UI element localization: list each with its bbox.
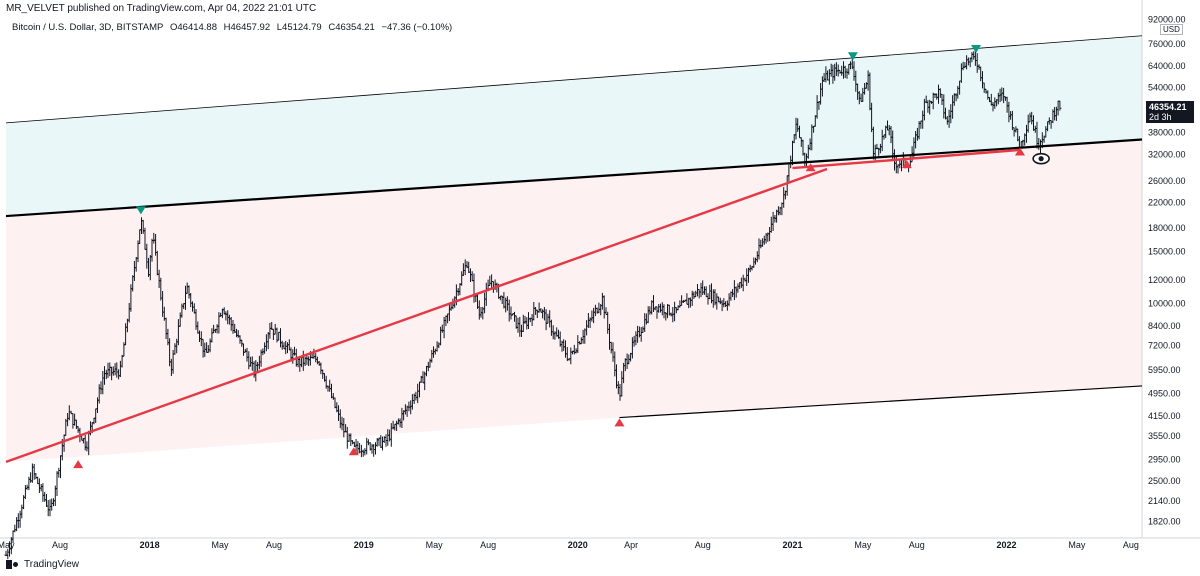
y-tick-label: 76000.00 (1148, 39, 1186, 49)
ohlc-bar (6, 548, 10, 560)
x-tick-label: May (0, 540, 15, 550)
y-tick-label: 10000.00 (1148, 298, 1186, 308)
y-tick-label: 5950.00 (1148, 365, 1181, 375)
publisher-credit: MR_VELVET published on TradingView.com, … (6, 3, 317, 14)
trend-line (5, 167, 828, 464)
tradingview-brand: TradingView (24, 559, 80, 570)
x-tick-label: Aug (1123, 540, 1139, 550)
lower-channel-band (6, 139, 1142, 462)
x-tick-label: May (1068, 540, 1086, 550)
legend-close: C46354.21 (328, 22, 375, 33)
x-tick-label: 2020 (568, 540, 588, 550)
y-tick-label: 64000.00 (1148, 61, 1186, 71)
y-tick-label: 32000.00 (1148, 150, 1186, 160)
trend-line (792, 148, 1021, 170)
y-tick-label: 4950.00 (1148, 388, 1181, 398)
x-tick-label: Aug (266, 540, 282, 550)
last-price-value: 46354.21 (1149, 102, 1187, 112)
trend-line (5, 138, 1143, 218)
y-tick-label: 26000.00 (1148, 176, 1186, 186)
tradingview-logo[interactable]: TradingView (6, 559, 79, 570)
currency-label: USD (1160, 24, 1183, 35)
x-tick-label: 2022 (997, 540, 1017, 550)
up-arrow-marker (73, 460, 84, 469)
x-tick-label: Aug (480, 540, 496, 550)
trend-line (5, 35, 1143, 124)
up-arrow-marker (1015, 147, 1026, 156)
legend-change: −47.36 (−0.10%) (381, 22, 453, 33)
up-arrow-marker (614, 418, 625, 427)
y-tick-label: 18000.00 (1148, 223, 1186, 233)
bar-countdown: 2d 3h (1149, 112, 1172, 122)
down-arrow-marker (971, 45, 982, 54)
y-tick-label: 92000.00 (1148, 14, 1186, 24)
x-tick-label: 2018 (140, 540, 160, 550)
up-arrow-marker (348, 447, 359, 456)
y-tick-label: 3550.00 (1148, 431, 1181, 441)
legend-open: O46414.88 (169, 22, 217, 33)
y-tick-label: 1820.00 (1148, 517, 1181, 527)
trend-line (619, 385, 1143, 419)
x-tick-label: May (426, 540, 444, 550)
x-tick-label: May (212, 540, 230, 550)
y-tick-label: 2500.00 (1148, 476, 1181, 486)
down-arrow-marker (135, 206, 146, 215)
x-tick-label: May (854, 540, 872, 550)
x-tick-label: Aug (909, 540, 925, 550)
y-tick-label: 38000.00 (1148, 128, 1186, 138)
chart-legend: Bitcoin / U.S. Dollar, 3D, BITSTAMP O464… (12, 22, 456, 33)
down-arrow-marker (847, 52, 858, 61)
upper-channel-band (6, 35, 1142, 217)
legend-low: L45124.79 (276, 22, 322, 33)
legend-symbol: Bitcoin / U.S. Dollar, 3D, BITSTAMP (12, 22, 164, 33)
up-arrow-marker (901, 160, 912, 169)
y-tick-label: 4150.00 (1148, 411, 1181, 421)
y-tick-label: 15000.00 (1148, 247, 1186, 257)
y-tick-label: 22000.00 (1148, 198, 1186, 208)
legend-high: H46457.92 (223, 22, 271, 33)
y-tick-label: 8400.00 (1148, 321, 1181, 331)
y-tick-label: 2950.00 (1148, 455, 1181, 465)
y-tick-label: 54000.00 (1148, 83, 1186, 93)
x-tick-label: Aug (52, 540, 68, 550)
x-tick-label: 2019 (354, 540, 374, 550)
y-tick-label: 12000.00 (1148, 275, 1186, 285)
y-tick-label: 2140.00 (1148, 496, 1181, 506)
x-tick-label: Aug (695, 540, 711, 550)
up-arrow-marker (805, 163, 816, 172)
last-price-tag: 46354.21 2d 3h (1146, 101, 1194, 123)
eye-pupil-icon (1038, 156, 1044, 162)
x-tick-label: 2021 (782, 540, 802, 550)
x-tick-label: Apr (624, 540, 638, 550)
y-tick-label: 7200.00 (1148, 341, 1181, 351)
tradingview-logo-icon (6, 560, 20, 569)
ohlc-bar (1058, 100, 1062, 111)
